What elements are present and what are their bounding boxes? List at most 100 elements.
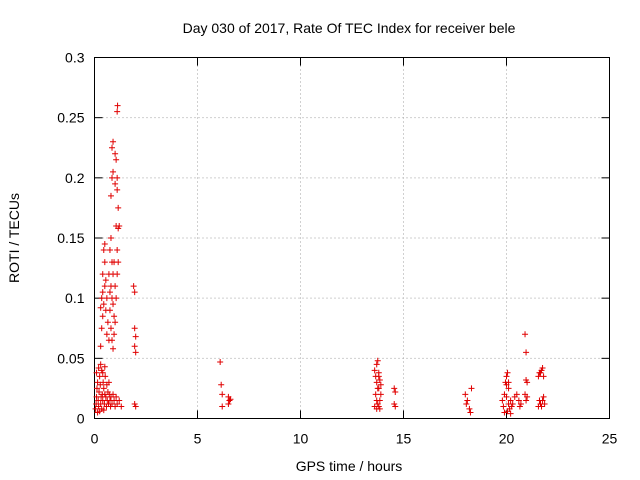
data-point (132, 403, 139, 410)
data-point (392, 389, 399, 396)
data-point (499, 397, 506, 404)
data-point (524, 379, 531, 386)
data-point (523, 349, 530, 356)
y-tick-label: 0.1 (65, 290, 85, 306)
data-point (98, 325, 105, 332)
data-point (524, 393, 531, 400)
data-point (118, 403, 125, 410)
data-point (102, 393, 109, 400)
x-tick-label: 20 (499, 431, 515, 447)
data-point (130, 283, 137, 290)
data-point (375, 369, 382, 376)
data-point (115, 204, 122, 211)
data-point (373, 379, 380, 386)
data-point (114, 174, 121, 181)
data-point (96, 373, 103, 380)
data-point (93, 385, 100, 392)
x-tick-label: 25 (602, 431, 618, 447)
data-point (218, 381, 225, 388)
data-point (466, 405, 473, 412)
data-point (98, 295, 105, 302)
data-point (112, 180, 119, 187)
data-point (114, 186, 121, 193)
data-point (227, 396, 234, 403)
data-point (116, 397, 123, 404)
data-point (102, 277, 109, 284)
data-point (100, 301, 107, 308)
data-point (541, 401, 548, 408)
data-point (115, 259, 122, 266)
data-point (513, 391, 520, 398)
data-point (105, 379, 112, 386)
data-point (504, 408, 511, 415)
data-point (539, 364, 546, 371)
data-point (107, 235, 114, 241)
data-point (110, 301, 117, 308)
data-point (110, 391, 117, 398)
data-point (104, 319, 111, 326)
data-point (373, 361, 380, 368)
data-point (114, 108, 121, 115)
data-point (112, 319, 119, 326)
data-point (376, 376, 383, 383)
data-point (391, 401, 398, 408)
data-point (107, 192, 114, 199)
data-point (540, 393, 547, 400)
data-point (100, 379, 107, 386)
data-point (93, 369, 100, 376)
data-point (377, 391, 384, 398)
y-tick-label: 0.2 (65, 170, 85, 186)
data-point (111, 313, 118, 320)
data-point (505, 379, 512, 386)
x-axis-label: GPS time / hours (296, 458, 403, 474)
y-tick-label: 0 (77, 411, 85, 427)
data-point (376, 397, 383, 404)
data-point (110, 345, 117, 352)
data-point (373, 405, 380, 412)
y-tick-label: 0.25 (57, 110, 84, 126)
data-point (103, 295, 110, 302)
data-point (97, 343, 104, 350)
data-point (509, 401, 516, 408)
data-point (97, 304, 104, 311)
data-point (102, 373, 109, 380)
data-point (467, 409, 474, 416)
data-point (535, 403, 542, 410)
data-point (537, 369, 544, 376)
data-point (114, 247, 121, 254)
data-point (523, 397, 530, 404)
data-point (109, 174, 116, 181)
data-point (464, 397, 471, 404)
data-point (99, 313, 106, 320)
data-point (517, 401, 524, 408)
data-point (540, 373, 547, 380)
data-point (462, 391, 469, 398)
data-point (377, 381, 384, 388)
data-point (372, 373, 379, 380)
data-point (101, 283, 108, 290)
data-point (99, 369, 106, 376)
data-point (96, 389, 103, 396)
data-point (113, 295, 120, 302)
data-point (503, 393, 510, 400)
data-point (132, 349, 139, 356)
data-point (468, 385, 475, 392)
data-point (535, 373, 542, 380)
data-point (113, 393, 120, 400)
data-point (131, 343, 138, 350)
data-point (501, 409, 508, 416)
data-points (92, 102, 548, 417)
data-point (371, 367, 378, 374)
x-tick-label: 0 (91, 431, 99, 447)
x-tick-label: 5 (194, 431, 202, 447)
data-point (132, 333, 139, 340)
data-point (391, 385, 398, 392)
y-tick-label: 0.3 (65, 50, 85, 66)
data-point (503, 373, 510, 380)
data-point (217, 358, 224, 365)
x-tick-label: 10 (293, 431, 309, 447)
data-point (112, 150, 119, 157)
data-point (112, 283, 119, 290)
data-point (100, 247, 107, 254)
data-point (99, 289, 106, 296)
